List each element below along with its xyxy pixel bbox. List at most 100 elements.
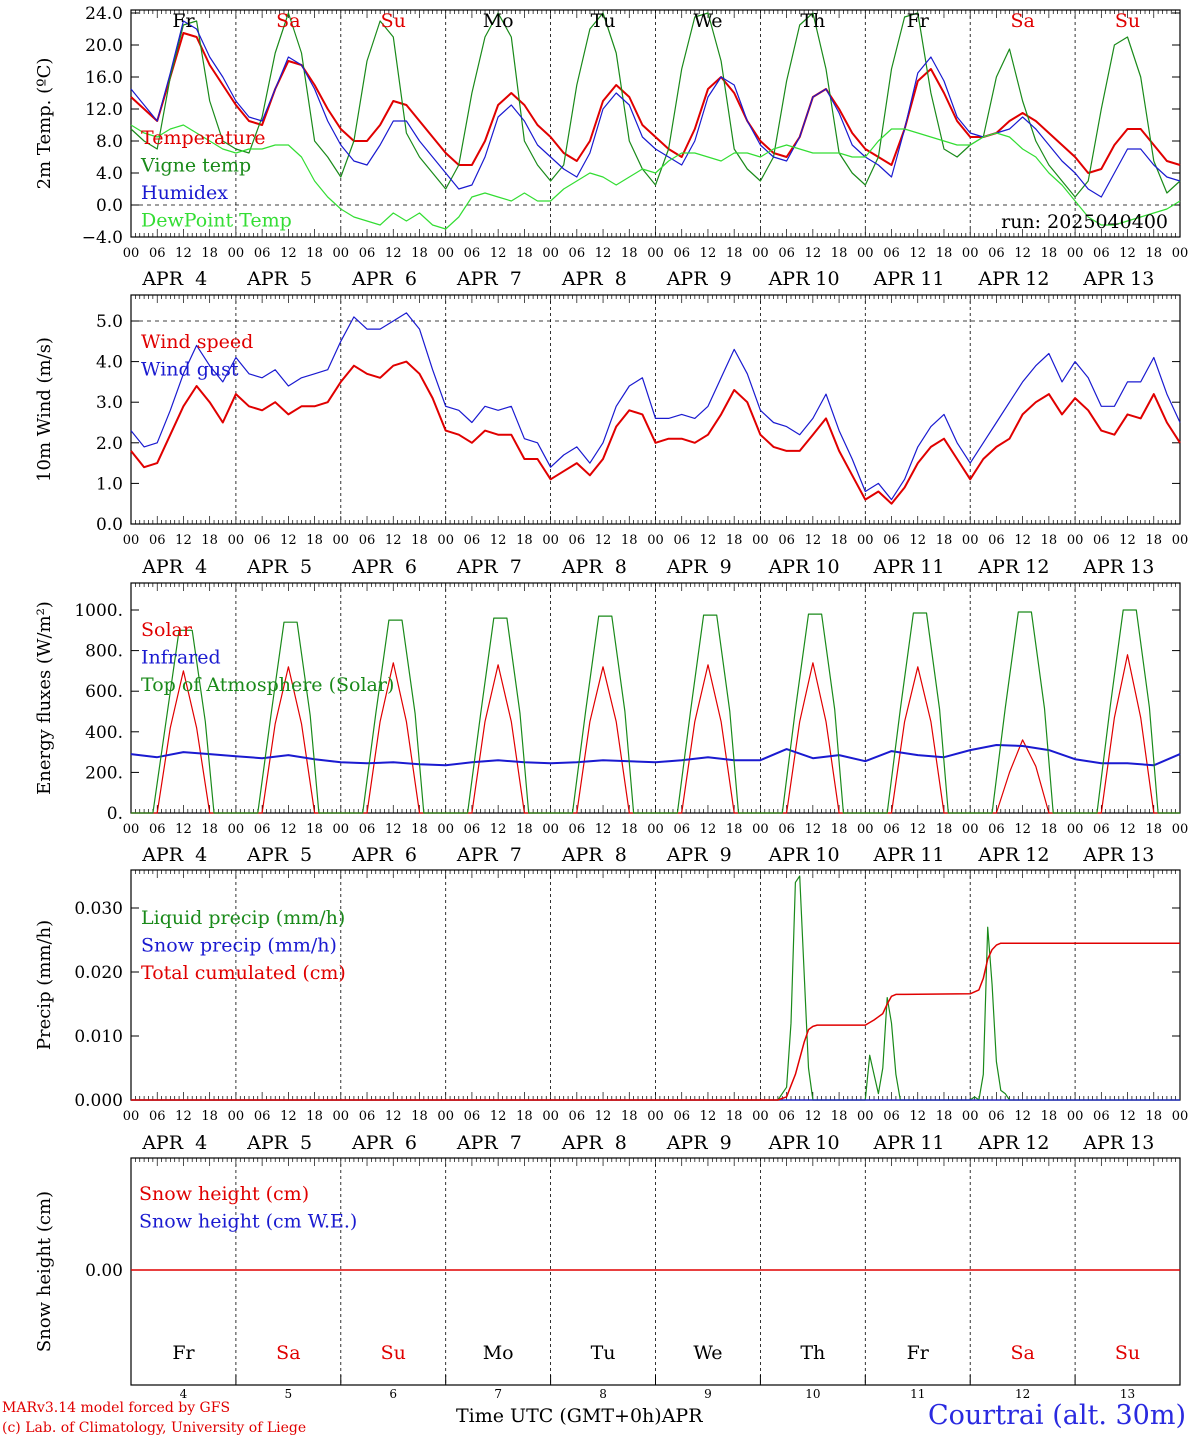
hour-label: 12 bbox=[1014, 822, 1031, 837]
hour-label: 12 bbox=[490, 1109, 507, 1124]
hour-label: 12 bbox=[700, 1109, 717, 1124]
hour-label: 18 bbox=[306, 1109, 323, 1124]
date-label: APR 6 bbox=[351, 844, 417, 866]
hour-label: 12 bbox=[280, 533, 297, 548]
date-label: APR 4 bbox=[141, 268, 207, 290]
weekday-label: Fr bbox=[907, 10, 930, 32]
hour-label: 18 bbox=[411, 1109, 428, 1124]
hour-label: 00 bbox=[542, 1109, 559, 1124]
hour-label: 00 bbox=[228, 533, 245, 548]
hour-label: 12 bbox=[175, 246, 192, 261]
weekday-label: Sa bbox=[276, 1342, 300, 1364]
hour-label: 12 bbox=[1014, 1109, 1031, 1124]
date-label: APR 13 bbox=[1082, 556, 1154, 578]
date-label: APR 5 bbox=[246, 556, 312, 578]
hour-label: 18 bbox=[726, 1109, 743, 1124]
weekday-label: Tu bbox=[591, 1342, 616, 1364]
hour-label: 06 bbox=[673, 822, 690, 837]
hour-label: 18 bbox=[621, 822, 638, 837]
hour-label: 00 bbox=[333, 1109, 350, 1124]
y-tick-label: −4.0 bbox=[82, 228, 123, 248]
legend-entry: DewPoint Temp bbox=[141, 210, 292, 232]
hour-label: 00 bbox=[1067, 533, 1084, 548]
hour-label: 06 bbox=[254, 1109, 271, 1124]
hour-label: 06 bbox=[464, 533, 481, 548]
weekday-label: Tu bbox=[591, 10, 616, 32]
hour-label: 12 bbox=[1119, 246, 1136, 261]
date-label: APR 12 bbox=[977, 844, 1049, 866]
hour-label: 06 bbox=[988, 822, 1005, 837]
legend-entry: Snow precip (mm/h) bbox=[141, 935, 337, 957]
weekday-label: Fr bbox=[172, 10, 195, 32]
hour-label: 12 bbox=[280, 246, 297, 261]
hour-label: 00 bbox=[333, 822, 350, 837]
date-label: APR 6 bbox=[351, 1132, 417, 1154]
hour-label: 18 bbox=[306, 822, 323, 837]
date-label: APR 7 bbox=[456, 1132, 522, 1154]
hour-label: 18 bbox=[201, 1109, 218, 1124]
hour-label: 00 bbox=[962, 822, 979, 837]
y-tick-label: 24.0 bbox=[85, 4, 123, 24]
legend-entry: Total cumulated (cm) bbox=[141, 962, 346, 984]
y-axis-label-temperature: 2m Temp. (ºC) bbox=[34, 58, 55, 190]
day-number-label: 11 bbox=[910, 1387, 925, 1401]
weekday-label: Su bbox=[381, 1342, 406, 1364]
hour-label: 06 bbox=[673, 1109, 690, 1124]
day-number-label: 8 bbox=[599, 1387, 607, 1401]
hour-label: 00 bbox=[857, 822, 874, 837]
date-label: APR 4 bbox=[141, 844, 207, 866]
hour-label: 12 bbox=[700, 533, 717, 548]
hour-label: 18 bbox=[411, 533, 428, 548]
hour-label: 18 bbox=[516, 246, 533, 261]
date-label: APR 4 bbox=[141, 556, 207, 578]
hour-label: 00 bbox=[1172, 1109, 1189, 1124]
hour-label: 00 bbox=[228, 246, 245, 261]
hour-label: 18 bbox=[516, 533, 533, 548]
hour-label: 06 bbox=[149, 822, 166, 837]
date-label: APR 7 bbox=[456, 844, 522, 866]
series-line-liquid-precip-mm-h- bbox=[131, 875, 1180, 1101]
y-tick-label: 8.0 bbox=[96, 132, 123, 152]
hour-label: 06 bbox=[254, 246, 271, 261]
hour-label: 18 bbox=[936, 1109, 953, 1124]
hour-label: 18 bbox=[831, 246, 848, 261]
hour-label: 06 bbox=[149, 246, 166, 261]
hour-label: 12 bbox=[909, 533, 926, 548]
legend-entry: Solar bbox=[141, 619, 193, 641]
hour-label: 06 bbox=[569, 1109, 586, 1124]
hour-label: 00 bbox=[123, 533, 140, 548]
hour-label: 06 bbox=[569, 822, 586, 837]
hour-label: 18 bbox=[306, 533, 323, 548]
hour-label: 12 bbox=[1119, 822, 1136, 837]
hour-label: 00 bbox=[752, 533, 769, 548]
y-tick-label: 2.0 bbox=[96, 434, 123, 454]
y-axis-label-precip: Precip (mm/h) bbox=[34, 920, 55, 1050]
hour-label: 00 bbox=[857, 533, 874, 548]
hour-label: 12 bbox=[805, 822, 822, 837]
weekday-label: Fr bbox=[172, 1342, 195, 1364]
hour-label: 12 bbox=[1014, 533, 1031, 548]
date-label: APR 12 bbox=[977, 1132, 1049, 1154]
hour-label: 12 bbox=[700, 822, 717, 837]
date-label: APR 11 bbox=[872, 556, 944, 578]
hour-label: 18 bbox=[1146, 533, 1163, 548]
lab-credit: (c) Lab. of Climatology, University of L… bbox=[2, 1420, 307, 1436]
date-label: APR 12 bbox=[977, 268, 1049, 290]
y-tick-label: 0.0 bbox=[96, 515, 123, 535]
hour-label: 00 bbox=[437, 533, 454, 548]
weekday-label: Sa bbox=[276, 10, 300, 32]
date-label: APR 11 bbox=[872, 844, 944, 866]
y-tick-label: 200. bbox=[85, 763, 123, 783]
weekday-label: Su bbox=[1115, 10, 1140, 32]
hour-label: 18 bbox=[831, 533, 848, 548]
hour-label: 06 bbox=[464, 1109, 481, 1124]
hour-label: 00 bbox=[857, 246, 874, 261]
hour-label: 06 bbox=[883, 246, 900, 261]
hour-label: 06 bbox=[569, 246, 586, 261]
y-axis-label-wind: 10m Wind (m/s) bbox=[34, 337, 55, 482]
hour-label: 18 bbox=[411, 246, 428, 261]
weekday-label: Th bbox=[800, 1342, 825, 1364]
hour-label: 06 bbox=[1093, 1109, 1110, 1124]
legend-entry: Wind speed bbox=[141, 331, 253, 353]
hour-label: 12 bbox=[385, 246, 402, 261]
